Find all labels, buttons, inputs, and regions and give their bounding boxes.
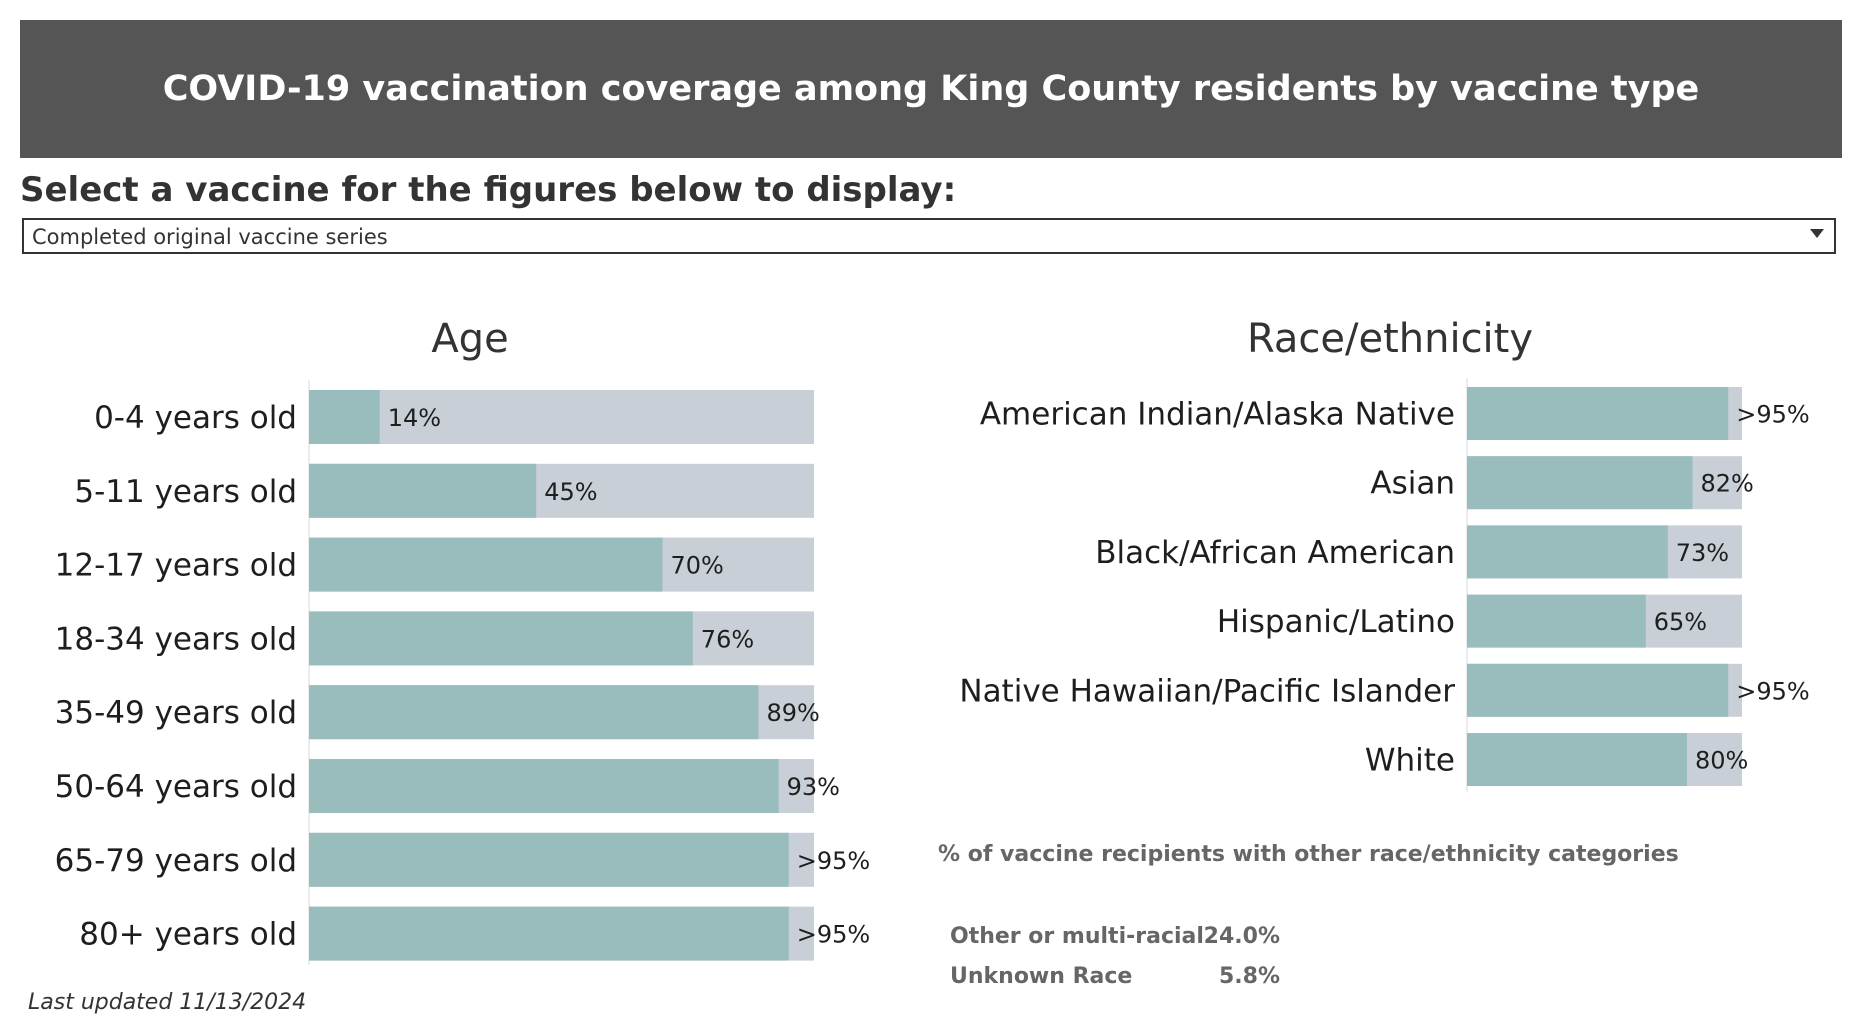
age-category-label: 35-49 years old [55, 695, 297, 731]
age-value-label: 45% [544, 478, 597, 506]
other-row-value: 24.0% [1203, 924, 1280, 949]
age-bar [309, 906, 789, 961]
age-value-label: 14% [388, 404, 441, 432]
vaccine-select-label: Select a vaccine for the figures below t… [20, 170, 957, 210]
race-bar [1467, 387, 1729, 440]
age-category-label: 5-11 years old [74, 474, 297, 510]
race-bar [1467, 525, 1668, 579]
age-bar [309, 537, 663, 592]
race-bar [1467, 663, 1729, 717]
age-value-label: 70% [671, 552, 724, 580]
other-row-label: Other or multi-racial [950, 924, 1204, 949]
age-value-label: 93% [787, 773, 840, 801]
race-category-label: Asian [1370, 466, 1455, 502]
age-category-label: 80+ years old [79, 917, 297, 953]
race-category-label: American Indian/Alaska Native [980, 397, 1455, 433]
age-value-label: 76% [701, 625, 754, 653]
race-bar [1467, 594, 1646, 648]
age-category-label: 65-79 years old [55, 843, 297, 879]
age-value-label: >95% [797, 921, 870, 949]
age-bar [309, 463, 537, 518]
age-bar [309, 832, 789, 887]
race-chart-title: Race/ethnicity [1246, 316, 1534, 362]
age-bar [309, 685, 759, 740]
race-value-label: >95% [1736, 401, 1809, 429]
race-bar [1467, 733, 1687, 786]
age-category-label: 18-34 years old [55, 621, 297, 657]
age-value-label: 89% [766, 699, 819, 727]
dashboard-title: COVID-19 vaccination coverage among King… [162, 69, 1700, 109]
race-value-label: 80% [1695, 747, 1748, 775]
race-category-label: Native Hawaiian/Pacific Islander [959, 673, 1455, 709]
age-bar [309, 390, 380, 444]
race-category-label: White [1365, 743, 1455, 779]
age-value-label: >95% [797, 847, 870, 875]
dashboard-header: COVID-19 vaccination coverage among King… [20, 20, 1842, 158]
race-value-label: 65% [1654, 608, 1707, 636]
race-bar [1467, 456, 1693, 510]
last-updated: Last updated 11/13/2024 [28, 990, 307, 1015]
vaccine-dropdown-value: Completed original vaccine series [32, 225, 388, 249]
race-value-label: >95% [1736, 677, 1809, 705]
race-value-label: 82% [1701, 470, 1754, 498]
other-row-value: 5.8% [1218, 964, 1280, 989]
age-category-label: 0-4 years old [94, 400, 297, 436]
vaccine-dropdown[interactable]: Completed original vaccine series [22, 218, 1836, 254]
chevron-down-icon [1810, 229, 1824, 238]
age-bar-track [309, 390, 814, 444]
other-row-label: Unknown Race [950, 964, 1133, 989]
age-bar [309, 611, 693, 666]
age-category-label: 50-64 years old [55, 769, 297, 805]
race-category-label: Hispanic/Latino [1217, 604, 1455, 640]
age-chart-title: Age [431, 316, 509, 362]
age-bar [309, 759, 779, 813]
other-categories-title: % of vaccine recipients with other race/… [938, 842, 1679, 867]
race-category-label: Black/African American [1095, 535, 1455, 571]
race-value-label: 73% [1676, 539, 1729, 567]
age-category-label: 12-17 years old [55, 548, 297, 584]
